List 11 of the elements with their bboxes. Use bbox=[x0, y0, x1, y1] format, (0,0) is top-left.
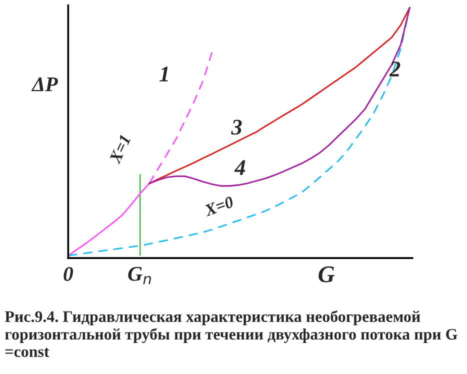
x-tick-label: 0 bbox=[64, 266, 74, 282]
text: Рис.9.4. Гидравлическая характеристика необогреваемой горизонтальной трубы при течении двухфазного потока при G =const bbox=[4, 310, 458, 358]
annotation: 2 bbox=[389, 62, 400, 76]
x-tick-label: G$_{n}$ bbox=[128, 266, 151, 284]
annotation: 1 bbox=[160, 66, 168, 82]
annotation: X=1 bbox=[108, 134, 131, 165]
x-axis-title: G bbox=[318, 266, 335, 282]
annotation: X=0 bbox=[203, 196, 234, 217]
y-axis-title: ΔP bbox=[31, 77, 58, 92]
annotation: 4 bbox=[234, 160, 246, 175]
annotation: 3 bbox=[231, 120, 242, 135]
